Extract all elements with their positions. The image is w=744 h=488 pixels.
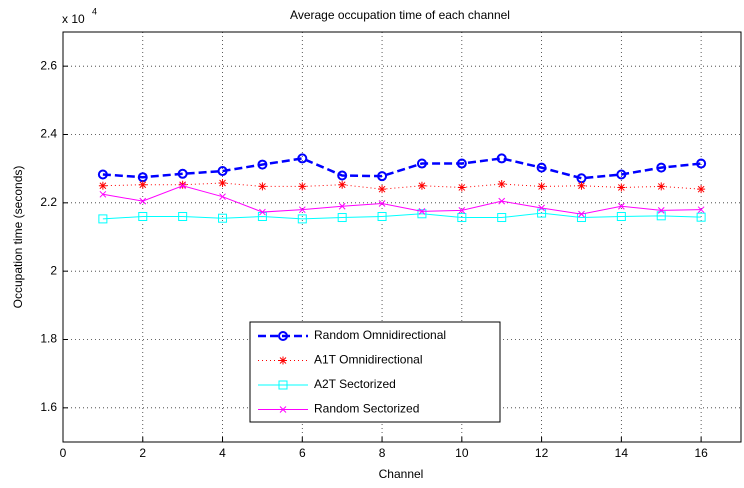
marker (378, 200, 386, 207)
marker (456, 158, 467, 169)
marker (298, 206, 306, 214)
marker (338, 202, 346, 210)
marker (417, 181, 426, 190)
marker (496, 153, 507, 164)
marker (458, 206, 466, 214)
marker (337, 170, 348, 181)
y-tick-label: 2 (50, 263, 57, 277)
marker (656, 211, 666, 221)
marker (577, 181, 586, 190)
marker (697, 185, 706, 194)
marker (457, 183, 466, 192)
marker (278, 331, 288, 341)
marker (98, 214, 108, 224)
y-multiplier-exponent: 4 (92, 6, 97, 16)
marker (616, 169, 627, 180)
marker (657, 182, 666, 191)
series-line (102, 157, 702, 180)
marker (279, 406, 287, 413)
marker (179, 182, 187, 190)
marker (616, 212, 626, 221)
x-tick-label: 0 (60, 446, 67, 460)
marker (497, 213, 507, 223)
marker (497, 180, 506, 189)
series-line (102, 212, 702, 220)
marker (377, 212, 387, 221)
marker (98, 181, 107, 190)
legend-label: A2T Sectorized (314, 377, 396, 391)
marker (138, 212, 148, 221)
marker (696, 212, 706, 222)
marker (178, 212, 188, 221)
marker (537, 182, 546, 191)
marker (178, 180, 187, 189)
y-axis-label: Occupation time (seconds) (11, 166, 25, 309)
y-tick-label: 2.2 (40, 195, 57, 209)
x-tick-label: 14 (615, 446, 629, 460)
marker (297, 214, 307, 224)
marker (219, 193, 226, 201)
series-line (102, 185, 702, 215)
marker (617, 202, 625, 210)
marker (537, 208, 547, 218)
marker (498, 197, 506, 205)
legend-label: Random Omnidirectional (314, 328, 446, 342)
marker (338, 180, 347, 189)
marker (218, 213, 228, 223)
marker (177, 168, 188, 179)
marker (138, 180, 147, 189)
y-tick-label: 1.6 (40, 400, 57, 414)
x-tick-label: 10 (455, 446, 469, 460)
marker (298, 182, 307, 191)
marker (97, 169, 108, 180)
legend: Random Omnidirectional A1T Omnidirectiona… (249, 321, 501, 423)
y-tick-label: 2.4 (40, 127, 57, 141)
legend-label: Random Sectorized (314, 402, 419, 416)
x-tick-label: 12 (535, 446, 549, 460)
marker (697, 206, 705, 214)
x-tick-label: 6 (299, 446, 306, 460)
x-tick-label: 8 (379, 446, 386, 460)
marker (657, 206, 665, 214)
marker (656, 162, 667, 173)
axes-box (62, 31, 742, 443)
marker (377, 171, 388, 182)
marker (218, 179, 227, 188)
marker (536, 162, 547, 173)
x-axis-label: Channel (379, 467, 424, 481)
legend-box (249, 321, 501, 423)
x-tick-label: 16 (694, 446, 708, 460)
marker (378, 185, 387, 194)
marker (416, 158, 427, 169)
marker (258, 182, 267, 191)
y-tick-label: 1.8 (40, 332, 57, 346)
y-tick-label: 2.6 (40, 58, 57, 72)
marker (337, 213, 347, 223)
marker (99, 190, 107, 198)
marker (259, 208, 266, 216)
marker (617, 183, 626, 192)
y-multiplier: x 10 (62, 12, 85, 26)
marker (578, 210, 585, 218)
legend-label: A1T Omnidirectional (314, 353, 423, 367)
marker (278, 380, 288, 390)
marker (418, 208, 426, 215)
marker (538, 204, 545, 212)
marker (217, 166, 228, 177)
x-tick-label: 4 (219, 446, 226, 460)
marker (696, 158, 707, 169)
marker (139, 197, 147, 205)
chart-title: Average occupation time of each channel (290, 8, 510, 22)
marker (457, 213, 467, 223)
marker (417, 209, 427, 219)
marker (257, 159, 268, 170)
x-tick-label: 2 (139, 446, 146, 460)
marker (279, 356, 287, 365)
marker (297, 153, 308, 164)
